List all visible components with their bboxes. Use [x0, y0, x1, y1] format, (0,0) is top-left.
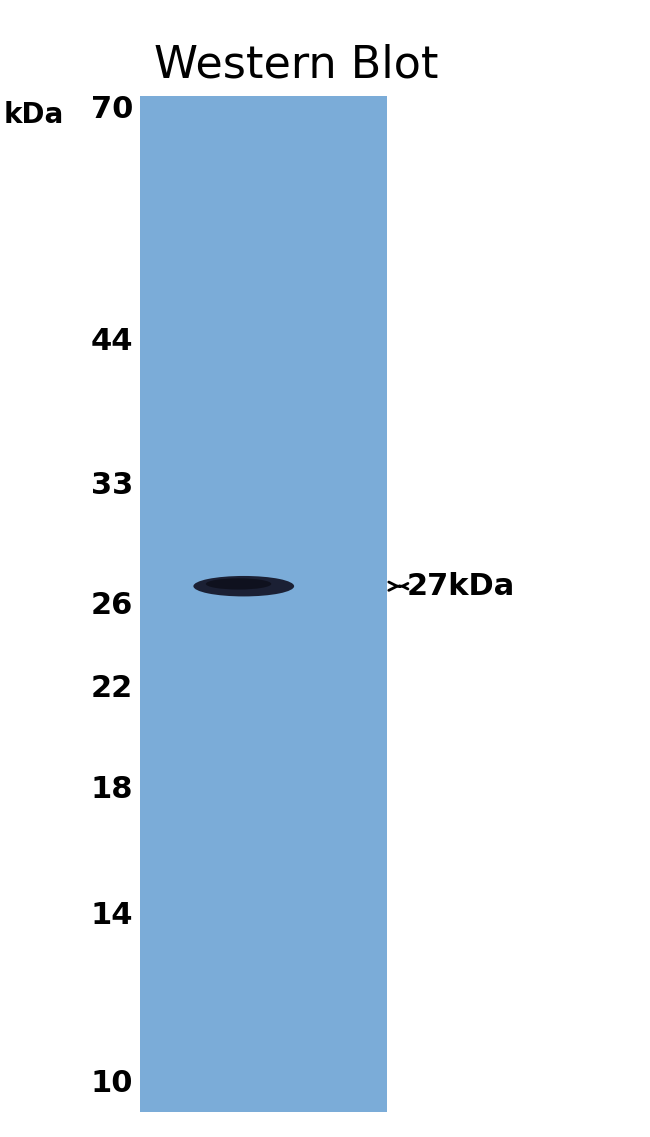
Text: 33: 33	[91, 471, 133, 500]
Text: 27kDa: 27kDa	[406, 572, 515, 600]
Text: 10: 10	[91, 1069, 133, 1098]
Text: Western Blot: Western Blot	[153, 43, 438, 86]
Text: 14: 14	[91, 901, 133, 930]
Text: 26: 26	[91, 590, 133, 620]
Text: 44: 44	[91, 327, 133, 356]
Bar	[140, 96, 387, 1112]
Text: kDa: kDa	[3, 101, 64, 130]
Text: 70: 70	[91, 94, 133, 124]
Ellipse shape	[206, 579, 271, 590]
Text: 18: 18	[91, 774, 133, 804]
Text: 22: 22	[91, 674, 133, 704]
Ellipse shape	[194, 576, 294, 597]
